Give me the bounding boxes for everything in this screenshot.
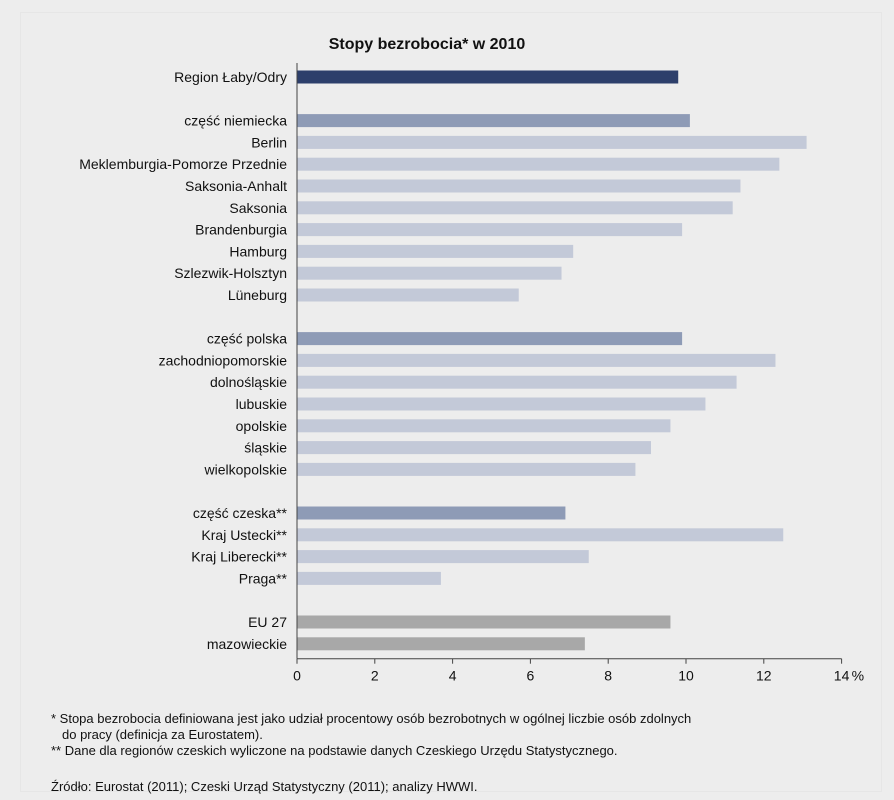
chart-title: Stopy bezrobocia* w 2010 bbox=[329, 36, 526, 53]
category-label: wielkopolskie bbox=[204, 461, 288, 477]
category-label: Kraj Ustecki** bbox=[201, 527, 287, 543]
x-tick-label: 6 bbox=[527, 668, 535, 684]
category-label: dolnośląskie bbox=[210, 374, 287, 390]
bar-12 bbox=[297, 375, 737, 389]
footnote-definition: * Stopa bezrobocia definiowana jest jako… bbox=[51, 711, 692, 726]
bar-3 bbox=[297, 157, 780, 171]
category-label: Praga** bbox=[239, 570, 288, 586]
x-tick-label: 2 bbox=[371, 668, 379, 684]
x-tick-label: 12 bbox=[756, 668, 772, 684]
category-label: Lüneburg bbox=[228, 287, 287, 303]
bar-5 bbox=[297, 201, 733, 215]
bar-15 bbox=[297, 441, 651, 455]
bar-9 bbox=[297, 288, 519, 302]
category-label: Saksonia-Anhalt bbox=[185, 178, 287, 194]
category-label: część niemiecka bbox=[184, 113, 287, 129]
footnotes: * Stopa bezrobocia definiowana jest jako… bbox=[51, 711, 891, 795]
source-note: Źródło: Eurostat (2011); Czeski Urząd St… bbox=[51, 779, 478, 794]
category-label: EU 27 bbox=[248, 614, 287, 630]
bar-19 bbox=[297, 550, 589, 564]
footnote-definition-cont: do pracy (definicja za Eurostatem). bbox=[62, 727, 263, 742]
bar-20 bbox=[297, 571, 441, 585]
bar-6 bbox=[297, 223, 683, 237]
bar-13 bbox=[297, 397, 706, 411]
category-label: Szlezwik-Holsztyn bbox=[174, 265, 287, 281]
x-tick-label: 0 bbox=[293, 668, 301, 684]
x-axis-unit: % bbox=[852, 668, 864, 684]
x-tick-label: 8 bbox=[604, 668, 612, 684]
category-label: Region Łaby/Odry bbox=[174, 69, 287, 85]
bar-21 bbox=[297, 615, 671, 629]
bar-7 bbox=[297, 244, 574, 258]
bar-10 bbox=[297, 332, 683, 346]
chart: Stopy bezrobocia* w 2010 Region Łaby/Odr… bbox=[79, 36, 864, 684]
category-label: opolskie bbox=[236, 418, 288, 434]
bar-8 bbox=[297, 266, 562, 280]
bar-4 bbox=[297, 179, 741, 193]
category-label: lubuskie bbox=[236, 396, 288, 412]
chart-panel: Stopy bezrobocia* w 2010 Region Łaby/Odr… bbox=[20, 12, 882, 794]
category-label: część czeska** bbox=[193, 505, 288, 521]
category-label: Brandenburgia bbox=[195, 222, 287, 238]
footnote-czech-data: ** Dane dla regionów czeskich wyliczone … bbox=[51, 743, 618, 758]
category-label: Hamburg bbox=[229, 243, 287, 259]
category-label: Saksonia bbox=[229, 200, 287, 216]
x-axis-ticks: 0 2 4 6 8 10 12 14 bbox=[293, 63, 850, 684]
bar-11 bbox=[297, 353, 776, 367]
category-label: zachodniopomorskie bbox=[159, 352, 288, 368]
bar-14 bbox=[297, 419, 671, 433]
bar-17 bbox=[297, 506, 566, 520]
x-tick-label: 10 bbox=[678, 668, 694, 684]
bar-0 bbox=[297, 70, 679, 84]
x-tick-label: 4 bbox=[449, 668, 457, 684]
category-label: Berlin bbox=[251, 134, 287, 150]
bar-1 bbox=[297, 114, 690, 128]
x-tick-label: 14 bbox=[834, 668, 850, 684]
category-label: część polska bbox=[207, 331, 287, 347]
category-labels: Region Łaby/Odry część niemiecka Berlin Mek… bbox=[79, 69, 287, 652]
category-label: Kraj Liberecki** bbox=[191, 549, 287, 565]
bar-18 bbox=[297, 528, 784, 542]
bar-16 bbox=[297, 462, 636, 476]
bars-group bbox=[297, 70, 807, 651]
category-label: Meklemburgia-Pomorze Przednie bbox=[79, 156, 287, 172]
category-label: mazowieckie bbox=[207, 636, 287, 652]
bar-22 bbox=[297, 637, 585, 651]
category-label: śląskie bbox=[244, 440, 287, 456]
bar-2 bbox=[297, 135, 807, 149]
